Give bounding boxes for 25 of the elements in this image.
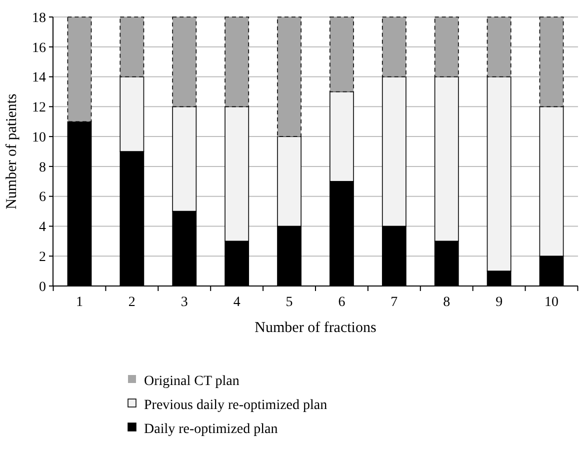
y-tick-label: 6 — [39, 190, 46, 206]
legend-label: Previous daily re-optimized plan — [144, 398, 328, 413]
x-tick-label: 6 — [338, 295, 346, 310]
x-tick-label: 5 — [286, 295, 293, 310]
x-tick-label: 3 — [180, 295, 188, 310]
x-axis-title: Number of fractions — [254, 320, 376, 336]
y-tick-label: 14 — [32, 70, 46, 86]
legend-label: Daily re-optimized plan — [144, 422, 278, 437]
y-tick-label: 0 — [39, 280, 46, 295]
y-tick-label: 2 — [39, 250, 46, 266]
x-tick-label: 2 — [128, 295, 136, 310]
x-tick-label: 9 — [496, 295, 503, 310]
y-tick-label: 12 — [32, 100, 46, 116]
legend-label: Original CT plan — [144, 374, 240, 389]
x-tick-label: 10 — [544, 295, 559, 310]
y-tick-label: 4 — [39, 220, 46, 236]
y-tick-label: 18 — [32, 10, 46, 26]
y-tick-label: 16 — [32, 40, 46, 56]
y-axis-title: Number of patients — [4, 93, 20, 210]
x-tick-label: 4 — [233, 295, 240, 310]
y-tick-label: 8 — [39, 160, 46, 176]
x-tick-label: 7 — [390, 295, 398, 310]
x-tick-label: 8 — [443, 295, 450, 310]
x-tick-label: 1 — [76, 295, 83, 310]
y-tick-label: 10 — [32, 130, 46, 146]
